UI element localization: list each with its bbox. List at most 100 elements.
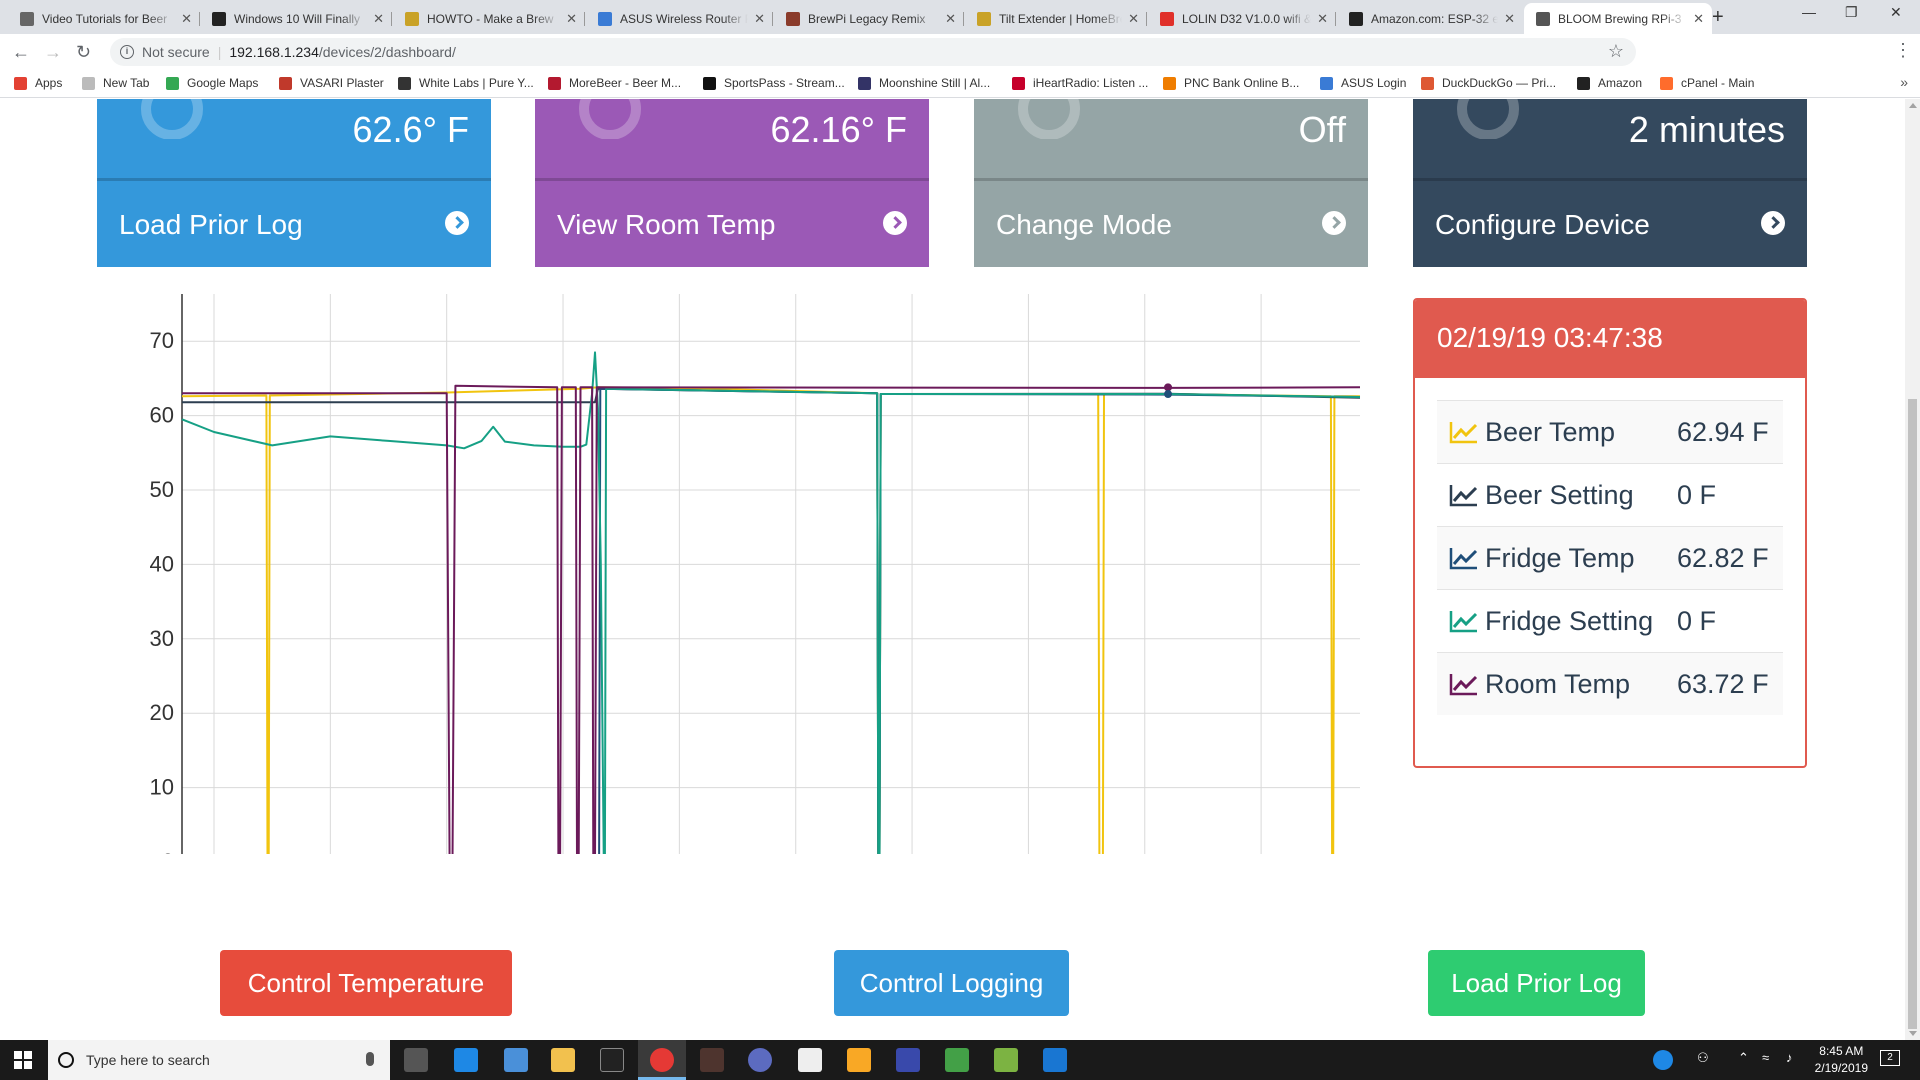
- browser-menu-icon[interactable]: ⋮: [1894, 40, 1912, 60]
- back-icon[interactable]: ←: [12, 42, 30, 62]
- bookmark-item[interactable]: iHeartRadio: Listen ...: [1012, 76, 1148, 90]
- tab-close-icon[interactable]: ✕: [1128, 10, 1139, 26]
- browser-tab[interactable]: Video Tutorials for Beer ✕: [8, 3, 200, 34]
- bookmark-item[interactable]: PNC Bank Online B...: [1163, 76, 1299, 90]
- load-prior-log-button[interactable]: Load Prior Log: [1428, 950, 1645, 1016]
- help-icon[interactable]: [1653, 1050, 1673, 1070]
- windows-start-icon[interactable]: [14, 1051, 32, 1069]
- tray-chevron-icon[interactable]: ⌃: [1738, 1050, 1749, 1065]
- app-icon[interactable]: [748, 1048, 772, 1072]
- series-line-beer-temp: [181, 386, 1360, 854]
- tab-close-icon[interactable]: ✕: [373, 10, 384, 26]
- taskbar-search-input[interactable]: Type here to search: [48, 1040, 390, 1080]
- clock-icon: [1457, 99, 1519, 139]
- line-chart-icon: [1449, 485, 1478, 507]
- app-icon[interactable]: [896, 1048, 920, 1072]
- app-icon[interactable]: [700, 1048, 724, 1072]
- omnibox[interactable]: i Not secure | 192.168.1.234/devices/2/d…: [110, 38, 1636, 66]
- volume-icon[interactable]: ♪: [1786, 1050, 1793, 1065]
- wifi-icon[interactable]: ≈: [1762, 1050, 1770, 1065]
- bookmark-item[interactable]: ASUS Login: [1320, 76, 1406, 90]
- tab-close-icon[interactable]: ✕: [945, 10, 956, 26]
- bookmark-label: Moonshine Still | Al...: [879, 76, 991, 90]
- app-icon[interactable]: [847, 1048, 871, 1072]
- people-icon[interactable]: ⚇: [1697, 1050, 1709, 1065]
- bookmark-item[interactable]: VASARI Plaster: [279, 76, 384, 90]
- tab-close-icon[interactable]: ✕: [181, 10, 192, 26]
- bookmark-item[interactable]: DuckDuckGo — Pri...: [1421, 76, 1556, 90]
- close-window-button[interactable]: ✕: [1890, 4, 1902, 20]
- bookmark-item[interactable]: MoreBeer - Beer M...: [548, 76, 681, 90]
- page-scrollbar[interactable]: [1905, 99, 1920, 1040]
- scrollbar-thumb[interactable]: [1908, 399, 1917, 1029]
- tab-close-icon[interactable]: ✕: [1504, 10, 1515, 26]
- browser-tab[interactable]: Windows 10 Will Finally ✕: [200, 3, 392, 34]
- browser-tab[interactable]: BLOOM Brewing RPi-3 ✕: [1524, 3, 1712, 34]
- status-row-value: 62.82 F: [1677, 542, 1769, 573]
- bookmark-star-icon[interactable]: ☆: [1607, 41, 1624, 61]
- tab-close-icon[interactable]: ✕: [1317, 10, 1328, 26]
- browser-tab[interactable]: LOLIN D32 V1.0.0 wifi & ✕: [1148, 3, 1336, 34]
- status-row: Fridge Setting 0 F: [1437, 589, 1783, 652]
- new-tab-button[interactable]: +: [1712, 6, 1724, 28]
- notifications-icon[interactable]: 2: [1880, 1050, 1900, 1066]
- tab-title: LOLIN D32 V1.0.0 wifi &: [1182, 11, 1312, 26]
- bookmark-item[interactable]: cPanel - Main: [1660, 76, 1754, 90]
- mail-icon[interactable]: [798, 1048, 822, 1072]
- summary-card: 62.16° F View Room Temp: [535, 99, 929, 267]
- browser-tab[interactable]: Tilt Extender | HomeBre ✕: [965, 3, 1147, 34]
- series-line-beer-setting: [182, 387, 1361, 854]
- tab-favicon-icon: [212, 11, 226, 26]
- app-icon[interactable]: [994, 1048, 1018, 1072]
- card-footer-link[interactable]: Load Prior Log: [97, 178, 491, 267]
- task-view-icon[interactable]: [404, 1048, 428, 1072]
- tab-close-icon[interactable]: ✕: [1693, 10, 1704, 26]
- card-footer-link[interactable]: Change Mode: [974, 178, 1368, 267]
- maximize-button[interactable]: ❐: [1845, 4, 1858, 20]
- bookmark-item[interactable]: Google Maps: [166, 76, 258, 90]
- app-icon[interactable]: [945, 1048, 969, 1072]
- tab-title: HOWTO - Make a Brew: [427, 11, 554, 26]
- browser-tab[interactable]: BrewPi Legacy Remix ✕: [774, 3, 964, 34]
- arrow-circle-right-icon[interactable]: [1322, 211, 1346, 235]
- store-icon[interactable]: [504, 1048, 528, 1072]
- bookmark-label: MoreBeer - Beer M...: [569, 76, 682, 90]
- bookmark-item[interactable]: SportsPass - Stream...: [703, 76, 845, 90]
- microphone-icon[interactable]: [366, 1052, 374, 1066]
- bookmark-favicon-icon: [166, 76, 179, 90]
- arrow-circle-right-icon[interactable]: [1761, 211, 1785, 235]
- control-temperature-button[interactable]: Control Temperature: [220, 950, 512, 1016]
- app-icon[interactable]: [1043, 1048, 1067, 1072]
- reload-icon[interactable]: ↻: [76, 42, 92, 62]
- tab-favicon-icon: [977, 11, 991, 26]
- bookmark-item[interactable]: Moonshine Still | Al...: [858, 76, 990, 90]
- tab-strip: Video Tutorials for Beer ✕ Windows 10 Will…: [0, 0, 1920, 34]
- info-icon[interactable]: i: [120, 45, 134, 59]
- browser-tab[interactable]: Amazon.com: ESP-32 e ✕: [1337, 3, 1523, 34]
- taskbar-clock[interactable]: 8:45 AM 2/19/2019: [1815, 1043, 1868, 1077]
- edge-icon[interactable]: [454, 1048, 478, 1072]
- card-footer-link[interactable]: Configure Device: [1413, 178, 1807, 267]
- tab-close-icon[interactable]: ✕: [754, 10, 765, 26]
- bookmarks-bar: Apps New Tab Google Maps VASARI Plaster Whit…: [0, 70, 1920, 98]
- bookmark-item[interactable]: New Tab: [82, 76, 149, 90]
- amazon-icon[interactable]: [600, 1048, 624, 1072]
- chrome-icon[interactable]: [650, 1048, 674, 1072]
- forward-icon[interactable]: →: [44, 42, 62, 62]
- bookmark-item[interactable]: Apps: [14, 76, 62, 90]
- arrow-circle-right-icon[interactable]: [445, 211, 469, 235]
- bookmark-item[interactable]: Amazon: [1577, 76, 1642, 90]
- bookmark-item[interactable]: White Labs | Pure Y...: [398, 76, 534, 90]
- dashboard-page: 62.6° F Load Prior Log 62.16° F View Room T…: [0, 99, 1905, 1040]
- card-footer-link[interactable]: View Room Temp: [535, 178, 929, 267]
- arrow-circle-right-icon[interactable]: [883, 211, 907, 235]
- bookmarks-overflow-icon[interactable]: »: [1900, 74, 1908, 90]
- series-line-fridge-setting: [181, 351, 1361, 854]
- control-logging-button[interactable]: Control Logging: [834, 950, 1069, 1016]
- card-footer-label: Configure Device: [1435, 209, 1650, 240]
- browser-tab[interactable]: HOWTO - Make a Brew ✕: [393, 3, 585, 34]
- browser-tab[interactable]: ASUS Wireless Router F ✕: [586, 3, 773, 34]
- file-explorer-icon[interactable]: [551, 1048, 575, 1072]
- minimize-button[interactable]: —: [1802, 4, 1816, 20]
- tab-close-icon[interactable]: ✕: [566, 10, 577, 26]
